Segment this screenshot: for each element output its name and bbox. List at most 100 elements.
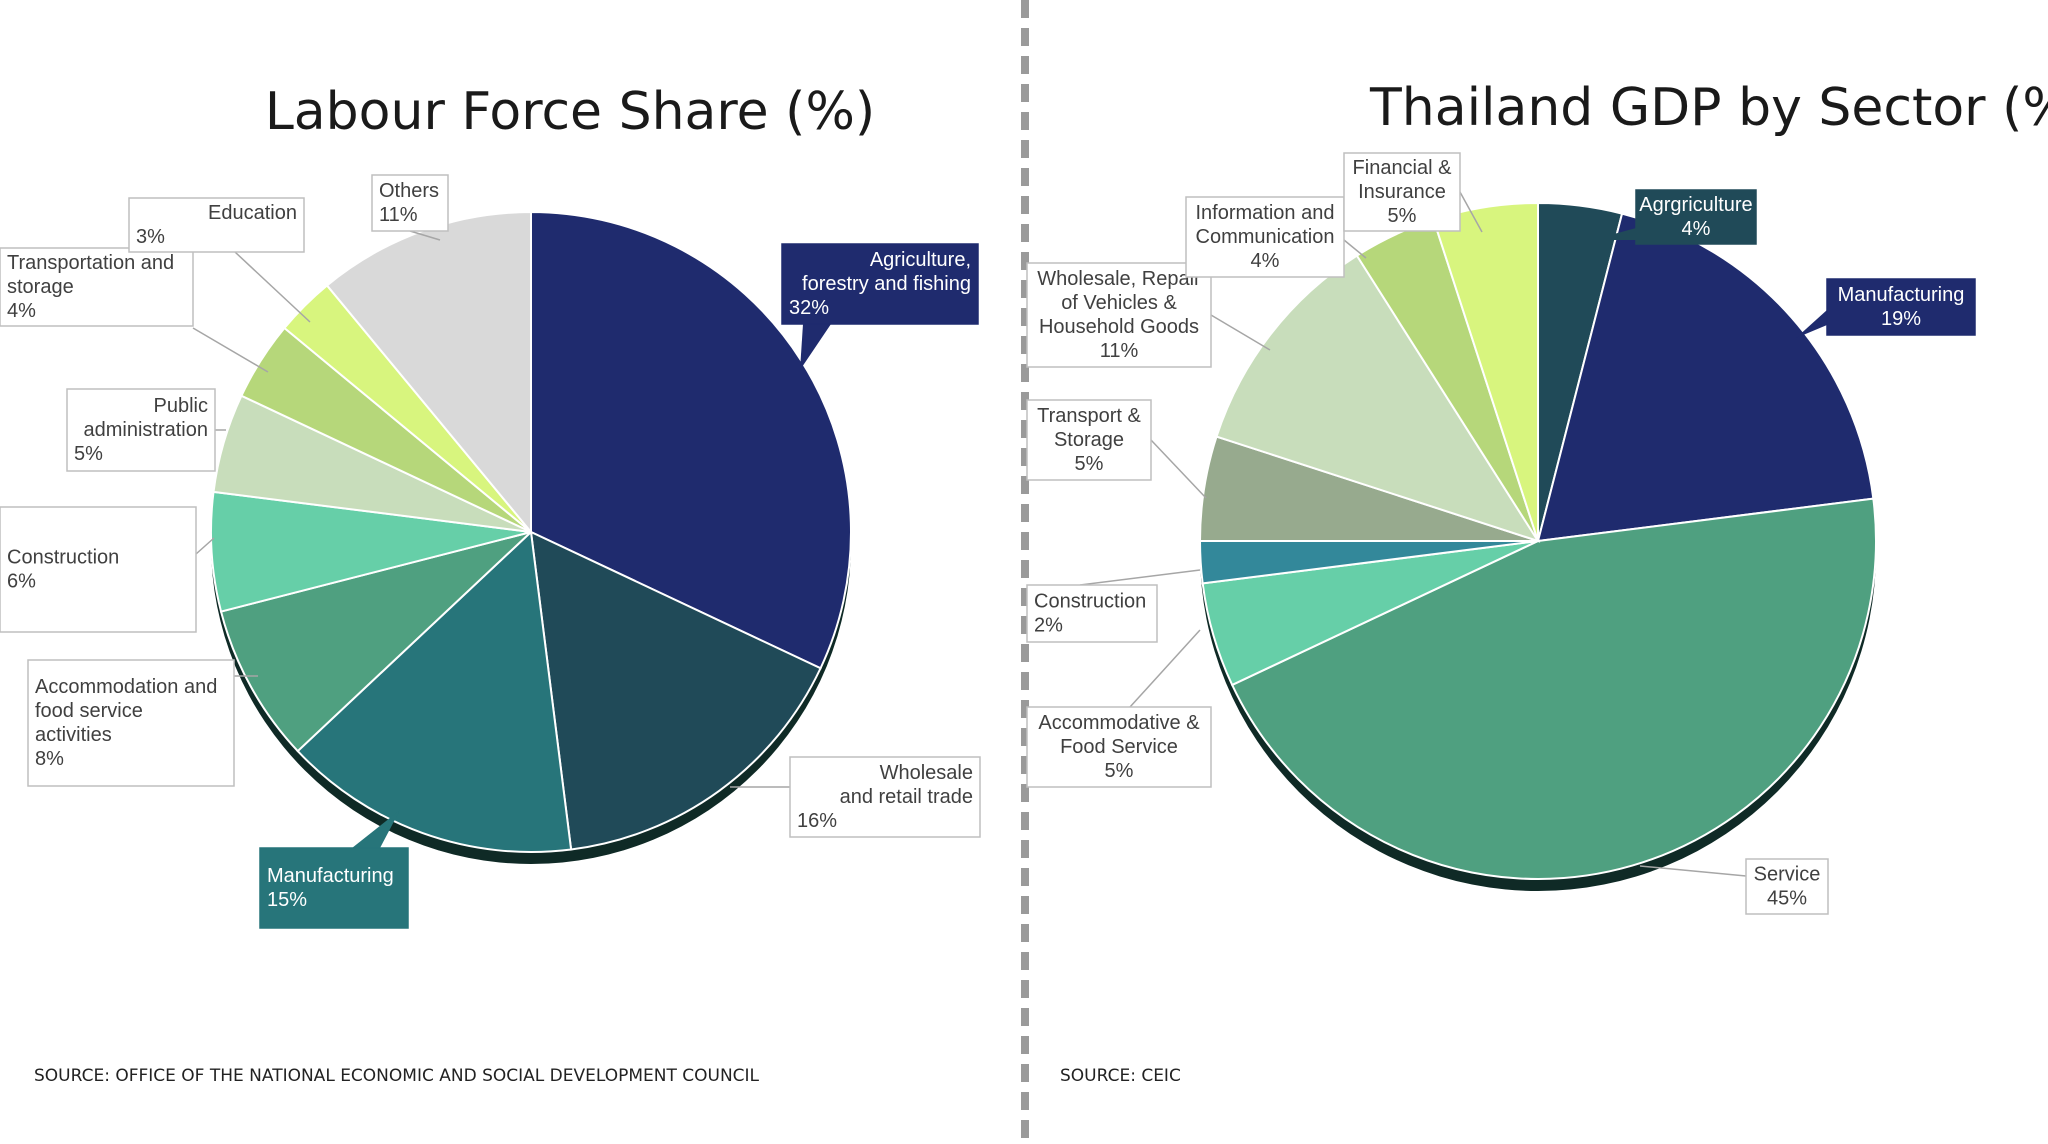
labour-slice-label-text: administration (83, 419, 208, 441)
gdp-chart-title: Thailand GDP by Sector (%) (1370, 78, 2048, 138)
gdp-slice-label-text: 19% (1881, 308, 1921, 330)
labour-slice-label-text: activities (35, 724, 112, 746)
labour-chart-title: Labour Force Share (%) (264, 82, 876, 142)
gdp-callout-pointer (1592, 228, 1636, 240)
labour-callout-box (27, 659, 235, 787)
labour-chart-source: SOURCE: OFFICE OF THE NATIONAL ECONOMIC … (34, 1066, 760, 1086)
gdp-slice-label-text: Manufacturing (1838, 284, 1965, 306)
labour-slice-label-text: food service (35, 700, 143, 722)
labour-slice-label-text: Agriculture, (870, 249, 971, 271)
labour-leader-line (409, 230, 441, 241)
gdp-slice-label-text: Financial & (1353, 157, 1453, 179)
gdp-slice-label-text: Wholesale, Repair (1037, 268, 1201, 290)
gdp-callout-box (1026, 262, 1212, 368)
labour-pie-slice (296, 529, 573, 853)
labour-slice-label-text: 8% (35, 748, 64, 770)
gdp-slice-label-text: 5% (1075, 453, 1104, 475)
gdp-leader-line (1639, 865, 1747, 877)
labour-callout-box (371, 174, 449, 232)
labour-slice-label-text: Construction (7, 547, 119, 569)
labour-leader-line (234, 251, 311, 323)
labour-slice-label-text: Others (379, 180, 439, 202)
gdp-callout-box (1185, 196, 1345, 278)
labour-slice-label-text: 15% (267, 889, 307, 911)
gdp-slice-label-text: 5% (1388, 205, 1417, 227)
labour-slice-label-text: forestry and fishing (802, 273, 971, 295)
gdp-slice-label-text: Construction (1034, 591, 1146, 613)
gdp-slice-label-text: Communication (1196, 226, 1335, 248)
gdp-callout-box (1635, 189, 1757, 245)
gdp-chart-source: SOURCE: CEIC (1060, 1066, 1181, 1086)
labour-callout-box (66, 388, 216, 472)
labour-slice-label-text: Education (208, 202, 297, 224)
gdp-callout-pointer (1796, 310, 1827, 338)
labour-slice-label-text: Transportation and (7, 252, 174, 274)
labour-callout-box (0, 247, 194, 327)
labour-callout-pointer (800, 324, 831, 370)
labour-callout-box (128, 197, 305, 253)
gdp-slice-label-text: 2% (1034, 615, 1063, 637)
labour-slice-label-text: Wholesale (880, 762, 973, 784)
labour-callout-box (789, 756, 981, 838)
labour-pie-slice (529, 530, 822, 851)
gdp-slice-label-text: 4% (1682, 218, 1711, 240)
labour-slice-label-text: Accommodation and (35, 676, 217, 698)
gdp-leader-line (1210, 314, 1271, 351)
labour-pie-slice (209, 490, 532, 613)
labour-callout-box (781, 243, 979, 325)
gdp-slice-label-text: Accommodative & (1038, 712, 1200, 734)
gdp-callout-box (1026, 706, 1212, 788)
gdp-leader-line (1129, 629, 1201, 708)
gdp-callout-box (1026, 584, 1158, 643)
gdp-leader-line (1343, 239, 1367, 259)
gdp-slice-label-text: Insurance (1358, 181, 1446, 203)
gdp-slice-label-text: Storage (1054, 429, 1124, 451)
gdp-leader-line (1459, 191, 1483, 233)
labour-slice-label-text: 6% (7, 571, 36, 593)
labour-slice-label-text: Public (154, 395, 208, 417)
labour-pie-slice (219, 531, 532, 753)
gdp-slice-label-text: 4% (1251, 250, 1280, 272)
labour-slice-label-text: 3% (136, 226, 165, 248)
gdp-slice-label-text: 5% (1105, 760, 1134, 782)
labour-leader-line (192, 327, 269, 373)
gdp-slice-label-text: Transport & (1037, 405, 1141, 427)
labour-leader-line (195, 537, 215, 555)
gdp-slice-label-text: Service (1754, 864, 1821, 886)
gdp-pie-slice (1230, 497, 1877, 880)
labour-slice-label-text: Manufacturing (267, 865, 394, 887)
gdp-callout-box (1745, 858, 1829, 915)
gdp-slice-label-text: 11% (1100, 340, 1139, 362)
labour-callout-pointer (352, 810, 400, 848)
labour-slice-label-text: 16% (797, 810, 837, 832)
gdp-callout-box (1026, 399, 1152, 481)
gdp-leader-line (1150, 439, 1207, 499)
gdp-slice-label-text: 45% (1767, 888, 1807, 910)
labour-slice-label-text: 5% (74, 443, 103, 465)
labour-slice-label-text: and retail trade (840, 786, 973, 808)
gdp-slice-label-text: of Vehicles & (1061, 292, 1177, 314)
gdp-callout-box (1826, 278, 1976, 336)
labour-slice-label-text: storage (7, 276, 74, 298)
labour-slice-label-text: 32% (789, 297, 829, 319)
gdp-slice-label-text: Food Service (1060, 736, 1178, 758)
gdp-slice-label-text: Information and (1196, 202, 1335, 224)
gdp-leader-line (1079, 569, 1201, 586)
